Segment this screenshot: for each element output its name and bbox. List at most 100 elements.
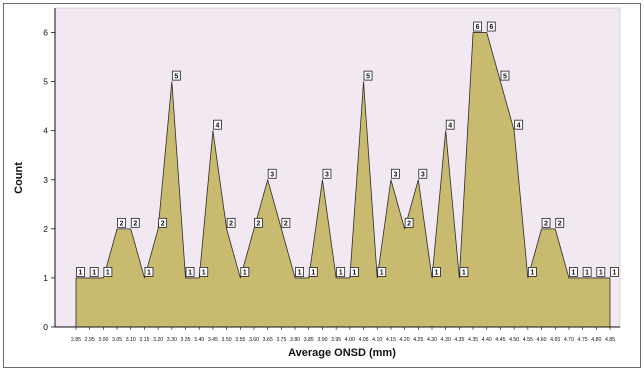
- area-fill: [75, 32, 611, 328]
- data-label: 1: [76, 267, 85, 277]
- data-label-box: [144, 267, 154, 277]
- data-label: 1: [432, 267, 441, 277]
- data-label-box: [541, 217, 551, 228]
- x-tick-label: 4.25: [413, 337, 423, 343]
- data-label: 6: [486, 21, 496, 32]
- data-label-text: 1: [188, 270, 192, 277]
- x-tick-label: 3.45: [208, 337, 218, 343]
- data-label-box: [527, 267, 537, 277]
- data-label-box: [500, 70, 510, 81]
- data-label-box: [582, 267, 592, 277]
- data-label-text: 1: [530, 270, 534, 277]
- data-label-box: [240, 267, 250, 277]
- x-tick-label: 4.05: [358, 337, 368, 343]
- data-label: 3: [418, 168, 428, 179]
- data-label-text: 2: [133, 221, 137, 228]
- data-label-box: [514, 119, 524, 130]
- data-label-text: 1: [147, 270, 151, 277]
- data-label-box: [130, 217, 140, 228]
- data-label-box: [569, 267, 578, 277]
- data-label-text: 3: [270, 171, 274, 178]
- x-tick-label: 4.45: [495, 337, 505, 343]
- data-label-text: 1: [380, 270, 384, 277]
- data-label: 2: [117, 217, 126, 228]
- y-tick-label: 3: [43, 175, 48, 185]
- x-tick-label: 4.60: [536, 337, 546, 343]
- data-label: 1: [308, 267, 318, 277]
- data-label: 1: [349, 267, 359, 277]
- data-label-box: [322, 168, 332, 179]
- y-tick-label: 1: [43, 273, 48, 283]
- data-label: 1: [527, 267, 537, 277]
- y-tick-label: 0: [43, 322, 48, 332]
- x-tick-label: 4.35: [468, 337, 478, 343]
- data-label-text: 4: [448, 122, 452, 129]
- x-tick-label: 3.05: [112, 337, 122, 343]
- data-label: 1: [199, 267, 209, 277]
- x-tick-label: 3.95: [331, 337, 341, 343]
- data-label-text: 1: [202, 270, 206, 277]
- x-tick-label: 3.30: [167, 337, 177, 343]
- data-label-text: 1: [339, 270, 343, 277]
- data-label: 2: [555, 217, 565, 228]
- x-tick-label: 3.90: [317, 337, 327, 343]
- data-label: 1: [89, 267, 99, 277]
- data-label-box: [76, 267, 85, 277]
- data-label-text: 6: [489, 24, 493, 31]
- data-label: 1: [295, 267, 304, 277]
- data-label-text: 5: [366, 73, 370, 80]
- x-tick-label: 4.20: [400, 337, 410, 343]
- data-label-box: [596, 267, 606, 277]
- x-tick-label: 4.40: [482, 337, 492, 343]
- x-tick-label: 3.80: [290, 337, 300, 343]
- data-label-text: 2: [284, 221, 288, 228]
- data-label-box: [103, 267, 113, 277]
- data-label: 1: [103, 267, 113, 277]
- data-label-text: 2: [120, 221, 124, 228]
- x-tick-label: 3.10: [126, 337, 136, 343]
- x-tick-label: 4.15: [386, 337, 396, 343]
- x-tick-label: 4.50: [509, 337, 519, 343]
- x-tick-label: 3.85: [304, 337, 314, 343]
- data-label-box: [459, 267, 469, 277]
- y-axis-title: Count: [13, 162, 25, 194]
- data-label-text: 1: [613, 270, 617, 277]
- data-label-box: [308, 267, 318, 277]
- data-label: 1: [144, 267, 154, 277]
- y-axis-ticks: 0 1 2 3 4 5 6: [43, 28, 55, 332]
- data-label-text: 1: [79, 270, 83, 277]
- data-label-text: 4: [517, 122, 521, 129]
- data-label-text: 1: [106, 270, 110, 277]
- data-label-box: [158, 217, 168, 228]
- x-tick-label: 3.40: [194, 337, 204, 343]
- data-label-box: [349, 267, 359, 277]
- x-tick-label: 4.30: [427, 337, 437, 343]
- x-tick-label: 4.75: [578, 337, 588, 343]
- data-label-text: 4: [215, 122, 219, 129]
- data-label: 2: [130, 217, 140, 228]
- data-label: 3: [391, 168, 400, 179]
- data-label-text: 1: [462, 270, 466, 277]
- x-tick-label: 3.65: [263, 337, 273, 343]
- x-tick-label: 2.95: [85, 337, 95, 343]
- y-tick-label: 5: [43, 77, 48, 87]
- x-axis-ticks: 2.85 2.95 3.00 3.05 3.10 3.15 3.20 3.30 3.35 3.40…: [71, 327, 615, 343]
- data-label: 1: [240, 267, 250, 277]
- data-label-text: 2: [257, 221, 261, 228]
- x-tick-label: 3.35: [180, 337, 190, 343]
- data-label-box: [213, 119, 222, 130]
- data-label-text: 5: [503, 73, 507, 80]
- x-tick-label: 3.15: [139, 337, 149, 343]
- data-label: 5: [363, 70, 373, 81]
- x-tick-label: 4.85: [605, 337, 615, 343]
- data-label-box: [363, 70, 373, 81]
- data-label-box: [486, 21, 496, 32]
- data-label-box: [404, 217, 414, 228]
- data-label-box: [377, 267, 387, 277]
- data-label-box: [171, 70, 181, 81]
- data-label-text: 2: [558, 221, 562, 228]
- data-label-box: [295, 267, 304, 277]
- data-label-box: [254, 217, 263, 228]
- y-tick-label: 2: [43, 224, 48, 234]
